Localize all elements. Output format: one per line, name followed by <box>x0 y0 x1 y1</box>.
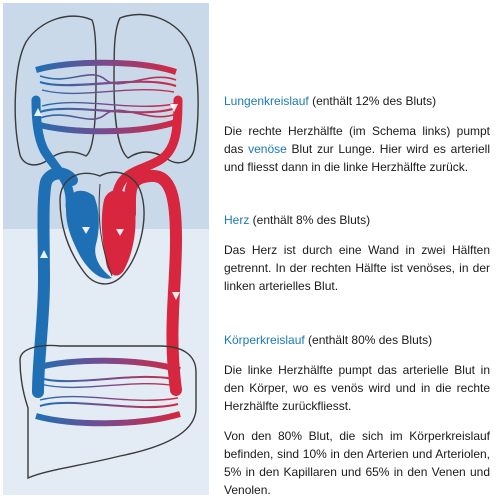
lungenkreislauf-note: (enthält 12% des Bluts) <box>308 94 437 108</box>
herz-text: Das Herz ist durch eine Wand in zwei Häl… <box>224 243 490 293</box>
arrow-down-icon <box>172 292 180 300</box>
lung-capillaries <box>28 59 184 135</box>
herz-title: Herz <box>224 213 250 227</box>
arrow-up-icon <box>40 250 48 258</box>
arrow-down-icon <box>170 104 178 112</box>
lungenkreislauf-section: Lungenkreislauf (enthält 12% des Bluts) … <box>224 92 490 176</box>
body-capillaries <box>32 357 184 427</box>
circulation-diagram <box>3 3 209 495</box>
lungenkreislauf-heading: Lungenkreislauf (enthält 12% des Bluts) <box>224 92 490 110</box>
koerperkreislauf-title: Körperkreislauf <box>224 333 305 347</box>
heart-outline <box>59 171 145 285</box>
koerperkreislauf-note: (enthält 80% des Bluts) <box>304 333 433 347</box>
koerperkreislauf-text-2: Von den 80% Blut, die sich im Körperkrei… <box>224 429 490 497</box>
koerperkreislauf-heading: Körperkreislauf (enthält 80% des Bluts) <box>224 331 490 349</box>
body-outline <box>19 344 197 480</box>
lungenkreislauf-text: Die rechte Herzhälfte (im Schema links) … <box>224 124 490 174</box>
koerperkreislauf-text-1: Die linke Herzhälfte pumpt das arteriell… <box>224 363 490 413</box>
lungenkreislauf-title: Lungenkreislauf <box>224 94 309 108</box>
flow-arrows <box>34 104 180 300</box>
arrow-up-icon <box>34 108 42 116</box>
arrow-down-icon <box>116 229 124 236</box>
herz-heading: Herz (enthält 8% des Bluts) <box>224 211 490 229</box>
arrow-down-icon <box>82 227 90 234</box>
herz-section: Herz (enthält 8% des Bluts) Das Herz ist… <box>224 211 490 295</box>
heart-septum <box>98 183 113 277</box>
heart-right-chamber <box>66 190 112 279</box>
herz-note: (enthält 8% des Bluts) <box>249 213 371 227</box>
lung-left-outline <box>14 15 97 166</box>
pulmonary-vein <box>111 95 183 205</box>
venoese-highlight: venöse <box>248 142 287 156</box>
koerperkreislauf-section: Körperkreislauf (enthält 80% des Bluts) … <box>224 331 490 499</box>
